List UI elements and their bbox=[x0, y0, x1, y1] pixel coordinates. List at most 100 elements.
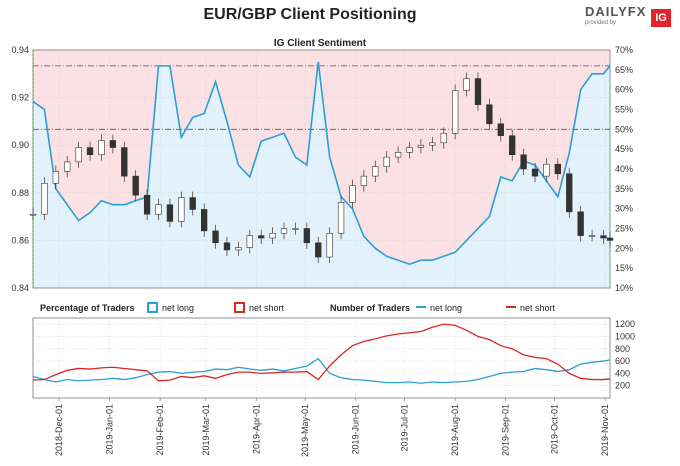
candle-body bbox=[383, 156, 390, 167]
candle-body bbox=[326, 232, 333, 258]
candle-body bbox=[223, 242, 231, 251]
candle-body bbox=[86, 147, 94, 156]
percent-tick-label: 35% bbox=[615, 184, 633, 194]
candle-body bbox=[98, 140, 105, 156]
candle-body bbox=[189, 197, 196, 210]
candle-body bbox=[474, 78, 482, 106]
candle-body bbox=[143, 194, 151, 215]
percent-tick-label: 55% bbox=[615, 105, 633, 115]
x-tick-label: 2019-Nov-01 bbox=[600, 404, 610, 456]
candle-body bbox=[29, 213, 37, 216]
candle-body bbox=[417, 144, 425, 148]
candle-body bbox=[303, 228, 310, 244]
candle-body bbox=[52, 171, 59, 184]
candle-body bbox=[166, 204, 174, 222]
count-tick-label: 1000 bbox=[615, 331, 635, 341]
number-short-line bbox=[32, 323, 611, 382]
number-long-line bbox=[32, 357, 611, 384]
x-tick-label: 2019-Feb-01 bbox=[155, 404, 165, 456]
candle-body bbox=[440, 133, 447, 144]
provided-by-label: provided by bbox=[585, 20, 617, 26]
dailyfx-logo[interactable]: DAILYFX provided by IG bbox=[585, 4, 675, 30]
candle-body bbox=[292, 228, 299, 230]
percent-tick-label: 65% bbox=[615, 65, 633, 75]
candle-body bbox=[463, 78, 470, 91]
candle-body bbox=[394, 152, 402, 158]
candle-body bbox=[212, 230, 219, 244]
candle-body bbox=[588, 235, 596, 237]
legend-pct-long-swatch bbox=[147, 302, 158, 313]
percent-tick-label: 50% bbox=[615, 124, 633, 134]
x-tick-label: 2019-Jun-01 bbox=[351, 404, 361, 455]
candle-body bbox=[235, 247, 242, 251]
candle-body bbox=[497, 123, 504, 136]
count-tick-label: 800 bbox=[615, 344, 630, 354]
legend-number-label: Number of Traders bbox=[330, 303, 410, 313]
percent-tick-label: 30% bbox=[615, 204, 633, 214]
count-tick-label: 400 bbox=[615, 368, 630, 378]
x-tick-label: 2019-May-01 bbox=[300, 404, 310, 457]
price-tick-label: 0.84 bbox=[11, 283, 29, 293]
candle-body bbox=[566, 173, 573, 213]
candle-body bbox=[520, 154, 527, 170]
x-tick-label: 2019-Aug-01 bbox=[450, 404, 460, 456]
price-tick-label: 0.88 bbox=[11, 188, 29, 198]
candle-body bbox=[486, 104, 493, 125]
candle-body bbox=[258, 235, 265, 239]
candle-body bbox=[315, 242, 322, 258]
dailyfx-wordmark: DAILYFX bbox=[585, 4, 647, 19]
percent-tick-label: 10% bbox=[615, 283, 633, 293]
candle-body bbox=[360, 175, 368, 186]
x-tick-label: 2019-Sep-01 bbox=[501, 404, 511, 456]
candle-body bbox=[531, 168, 539, 177]
candle-body bbox=[280, 228, 288, 234]
count-tick-label: 200 bbox=[615, 381, 630, 391]
legend-num-long-label: net long bbox=[430, 303, 462, 313]
page-title: EUR/GBP Client Positioning bbox=[203, 6, 417, 23]
legend-percentage-label: Percentage of Traders bbox=[40, 303, 135, 313]
price-tick-label: 0.92 bbox=[11, 93, 29, 103]
legend-num-short-label: net short bbox=[520, 303, 556, 313]
candle-body bbox=[178, 197, 185, 222]
net-long-line bbox=[32, 61, 611, 266]
price-tick-label: 0.86 bbox=[11, 235, 29, 245]
x-tick-label: 2019-Jan-01 bbox=[105, 404, 115, 455]
candle-body bbox=[509, 135, 516, 156]
candle-body bbox=[349, 185, 356, 203]
net-short-area bbox=[33, 50, 610, 265]
net-long-area bbox=[33, 61, 610, 289]
ig-logo: IG bbox=[651, 9, 671, 27]
lower-plot-frame bbox=[32, 317, 611, 399]
candle-body bbox=[406, 147, 413, 153]
candle-body bbox=[132, 175, 139, 196]
candle-body bbox=[577, 211, 584, 236]
candle-body bbox=[429, 142, 436, 146]
candle-body bbox=[452, 90, 459, 134]
candle-body bbox=[75, 147, 82, 163]
x-tick-label: 2019-Apr-01 bbox=[251, 404, 261, 454]
candle-body bbox=[246, 235, 253, 248]
candle-body bbox=[41, 182, 48, 215]
percent-tick-label: 45% bbox=[615, 144, 633, 154]
candle-body bbox=[200, 209, 208, 232]
main-plot-frame bbox=[32, 49, 611, 289]
candle-body bbox=[155, 204, 162, 215]
price-tick-label: 0.90 bbox=[11, 140, 29, 150]
legend-pct-long-label: net long bbox=[162, 303, 194, 313]
percent-tick-label: 15% bbox=[615, 263, 633, 273]
percent-tick-label: 60% bbox=[615, 85, 633, 95]
candle-body bbox=[543, 163, 550, 177]
x-tick-label: 2019-Jul-01 bbox=[400, 404, 410, 452]
x-tick-label: 2018-Dec-01 bbox=[54, 404, 64, 456]
candle-body bbox=[269, 232, 276, 239]
candle-body bbox=[109, 140, 117, 148]
percent-tick-label: 25% bbox=[615, 224, 633, 234]
candle-body bbox=[372, 166, 379, 177]
count-tick-label: 1200 bbox=[615, 319, 635, 329]
legend-pct-short-swatch bbox=[234, 302, 245, 313]
percent-tick-label: 20% bbox=[615, 243, 633, 253]
price-tick-label: 0.94 bbox=[11, 45, 29, 55]
x-tick-label: 2019-Mar-01 bbox=[201, 404, 211, 456]
candle-body bbox=[554, 163, 561, 175]
